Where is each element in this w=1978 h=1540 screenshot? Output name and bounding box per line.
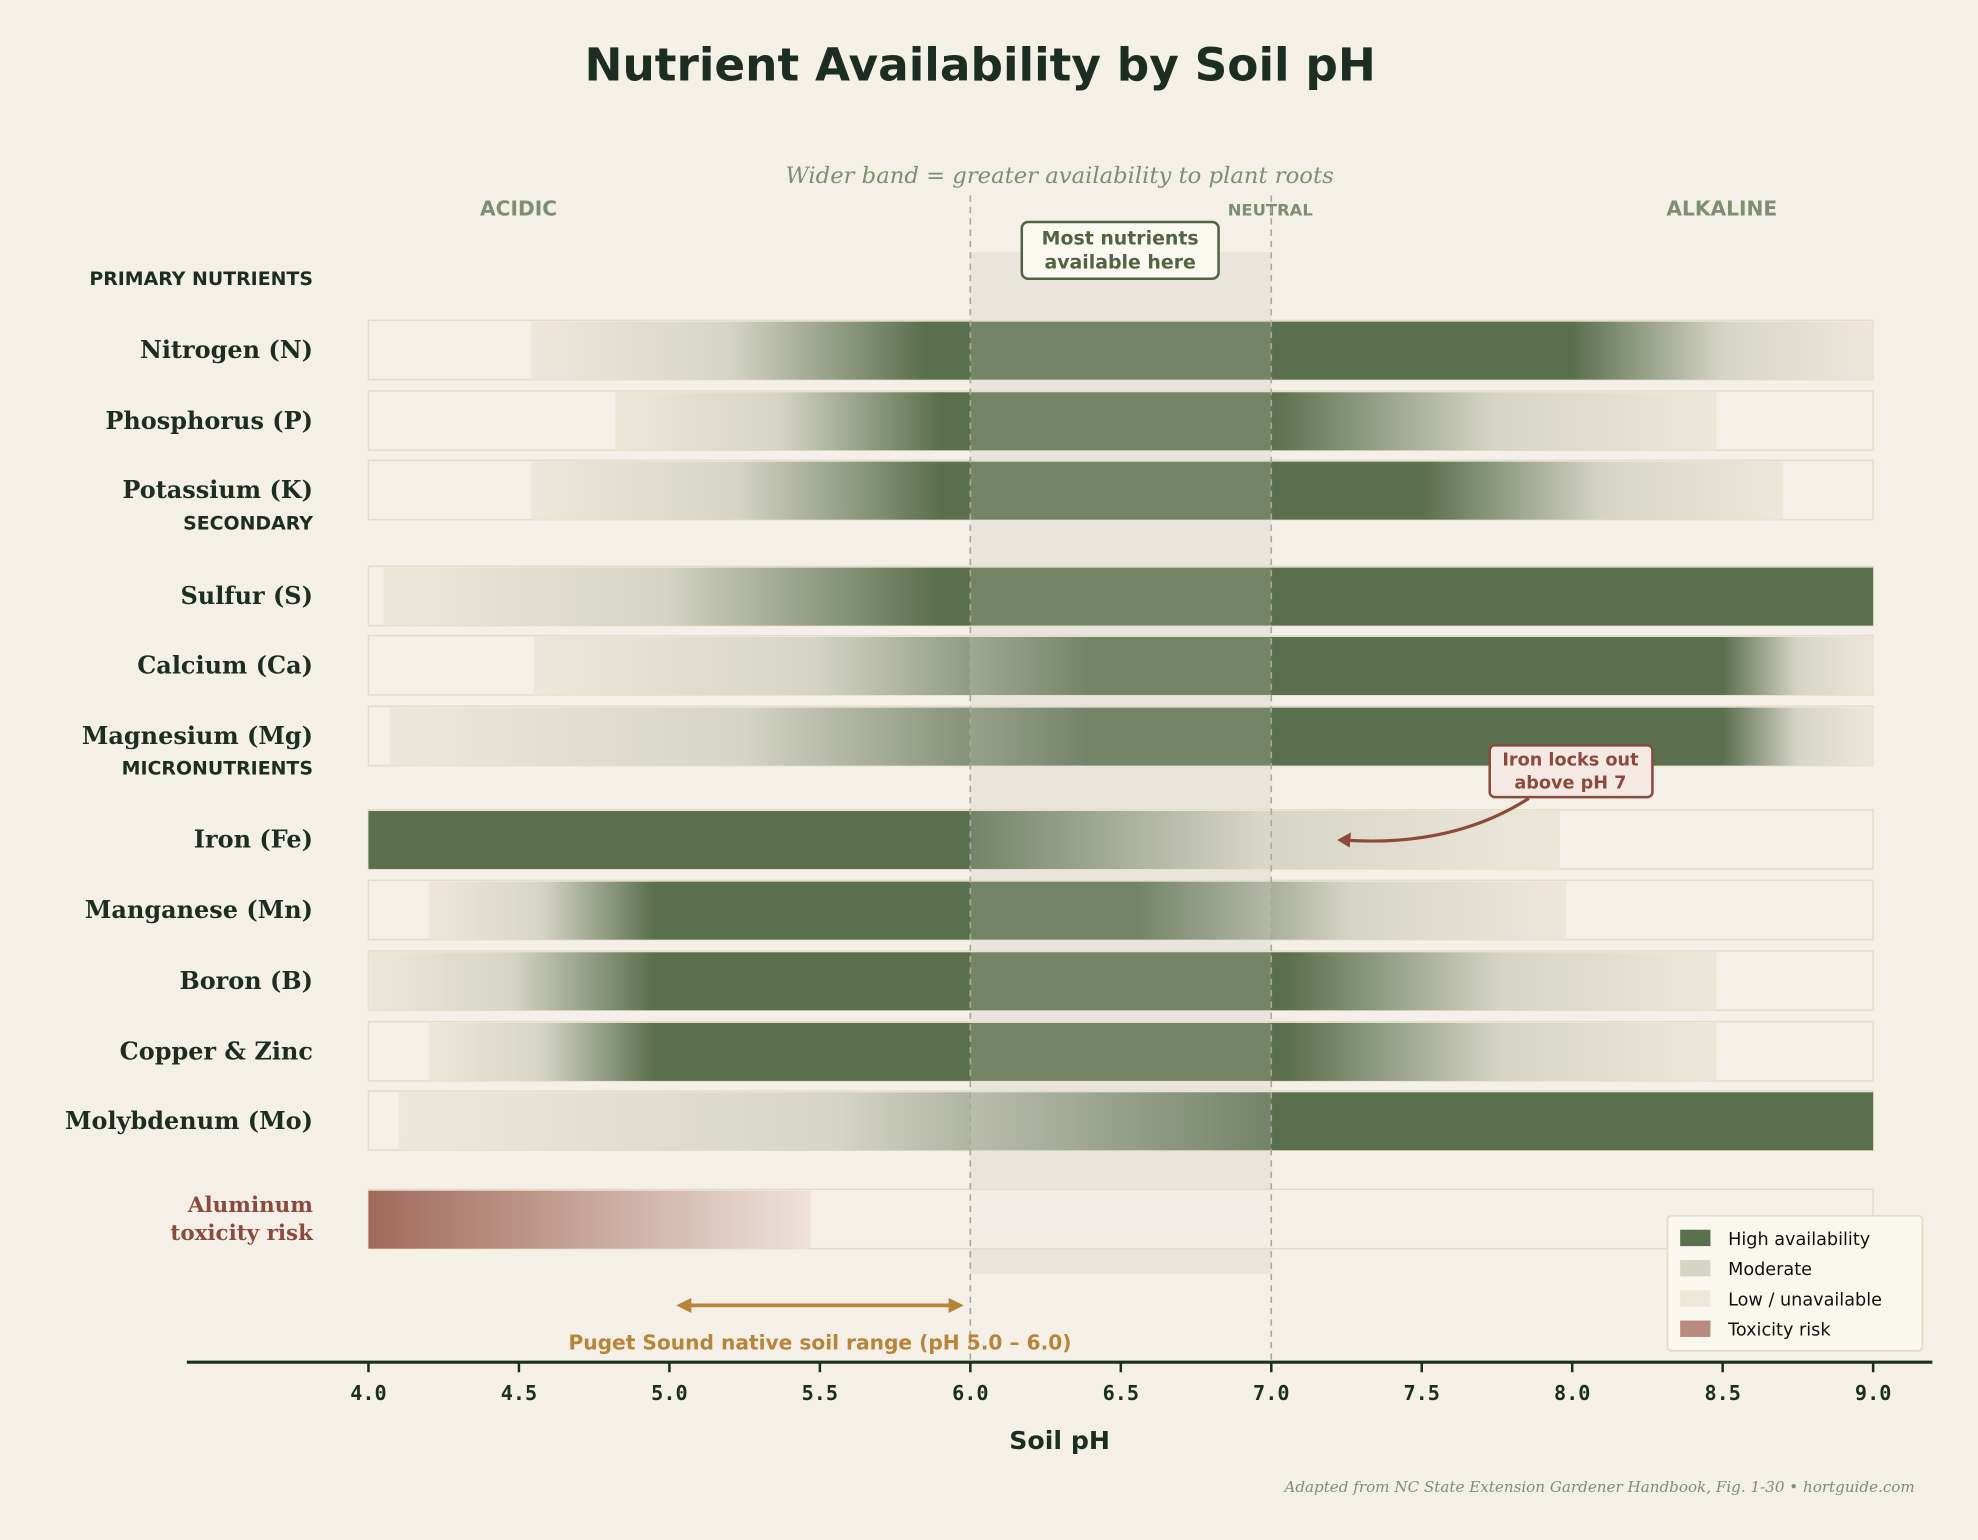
availability-band [533, 636, 1874, 695]
legend-swatch [1680, 1290, 1711, 1307]
x-tick-label: 8.0 [1554, 1381, 1590, 1405]
availability-band [428, 881, 1567, 940]
region-alkaline: ALKALINE [1666, 197, 1777, 221]
legend-label: Toxicity risk [1727, 1321, 1831, 1341]
row-label: Iron (Fe) [194, 826, 313, 854]
row-label: Copper & Zinc [120, 1037, 313, 1065]
row-label: Nitrogen (N) [140, 336, 313, 364]
legend-label: Moderate [1728, 1260, 1812, 1280]
section-secondary: SECONDARY [183, 513, 313, 535]
region-acidic: ACIDIC [480, 197, 557, 221]
availability-band [530, 321, 1874, 380]
neutral-zone-annotation: Most nutrients available here [1020, 220, 1220, 280]
availability-band [368, 952, 1717, 1011]
x-tick-label: 8.5 [1704, 1381, 1740, 1405]
row-label: Aluminum [187, 1193, 313, 1218]
nutrient-row: Copper & Zinc [120, 1020, 1874, 1082]
puget-arrow-left-icon [676, 1297, 692, 1313]
neutral-note-line1: Most nutrients [1042, 228, 1199, 250]
nutrient-row: Calcium (Ca) [137, 634, 1874, 696]
row-label: Phosphorus (P) [105, 407, 313, 435]
puget-arrow-right-icon [948, 1297, 964, 1313]
source-footer: Adapted from NC State Extension Gardener… [1282, 1478, 1914, 1496]
row-label: Magnesium (Mg) [82, 722, 313, 750]
nutrient-row: Molybdenum (Mo) [65, 1090, 1874, 1152]
neutral-zone-overlay [970, 252, 1272, 1274]
availability-band [428, 1022, 1717, 1081]
chart-title: Nutrient Availability by Soil pH [584, 39, 1375, 92]
x-tick-label: 7.0 [1253, 1381, 1289, 1405]
nutrient-row: Sulfur (S) [180, 565, 1874, 627]
row-label: Molybdenum (Mo) [65, 1107, 313, 1135]
chart-subtitle: Wider band = greater availability to pla… [786, 163, 1334, 189]
nutrient-row: Iron (Fe) [194, 808, 1874, 870]
availability-band [383, 567, 1874, 626]
iron-arrowhead-icon [1337, 832, 1351, 848]
section-micronutrients: MICRONUTRIENTS [122, 757, 313, 779]
legend-swatch [1680, 1260, 1711, 1277]
nutrient-row: Manganese (Mn) [85, 879, 1874, 941]
puget-label: Puget Sound native soil range (pH 5.0 – … [568, 1331, 1071, 1355]
availability-band [530, 461, 1783, 520]
iron-note-line2: above pH 7 [1514, 773, 1626, 793]
availability-band [398, 1092, 1874, 1151]
legend: High availability Moderate Low / unavailab… [1666, 1214, 1924, 1352]
availability-band [368, 1190, 811, 1249]
x-tick-label: 6.5 [1103, 1381, 1139, 1405]
legend-label: High availability [1728, 1230, 1870, 1250]
x-tick-label: 4.5 [501, 1381, 537, 1405]
nutrient-row: Potassium (K) [122, 459, 1874, 521]
neutral-note-line2: available here [1044, 252, 1195, 274]
x-axis-ticks: 4.0 4.5 5.0 5.5 6.0 6.5 7.0 7.5 8.0 8.5 9.0 [350, 1362, 1891, 1405]
x-tick-label: 6.0 [952, 1381, 988, 1405]
row-label: Potassium (K) [122, 476, 313, 504]
x-tick-label: 5.5 [802, 1381, 838, 1405]
nutrient-row: Nitrogen (N) [140, 319, 1874, 381]
bars-group: Nitrogen (N) Phosphorus (P) Potassium (K) S… [65, 252, 1874, 1274]
x-tick-label: 7.5 [1404, 1381, 1440, 1405]
iron-note-line1: Iron locks out [1502, 751, 1639, 771]
row-label: Boron (B) [179, 967, 313, 995]
x-tick-label: 5.0 [651, 1381, 687, 1405]
x-tick-label: 4.0 [350, 1381, 386, 1405]
row-label: toxicity risk [170, 1221, 314, 1246]
legend-swatch [1680, 1320, 1711, 1337]
section-primary: PRIMARY NUTRIENTS [89, 268, 313, 290]
row-label: Sulfur (S) [180, 582, 312, 610]
legend-swatch [1680, 1229, 1711, 1247]
nutrient-row: Boron (B) [179, 950, 1874, 1012]
legend-label: Low / unavailable [1728, 1290, 1882, 1310]
nutrient-row: Phosphorus (P) [105, 390, 1874, 452]
iron-annotation: Iron locks out above pH 7 [1337, 744, 1654, 848]
x-axis-label: Soil pH [1009, 1426, 1110, 1455]
iron-arrow [1342, 797, 1530, 843]
region-neutral: NEUTRAL [1228, 201, 1313, 220]
puget-range-annotation: Puget Sound native soil range (pH 5.0 – … [568, 1297, 1072, 1355]
row-label: Manganese (Mn) [85, 896, 313, 924]
row-label: Calcium (Ca) [137, 652, 313, 680]
x-tick-label: 9.0 [1855, 1381, 1891, 1405]
availability-band [615, 392, 1717, 451]
